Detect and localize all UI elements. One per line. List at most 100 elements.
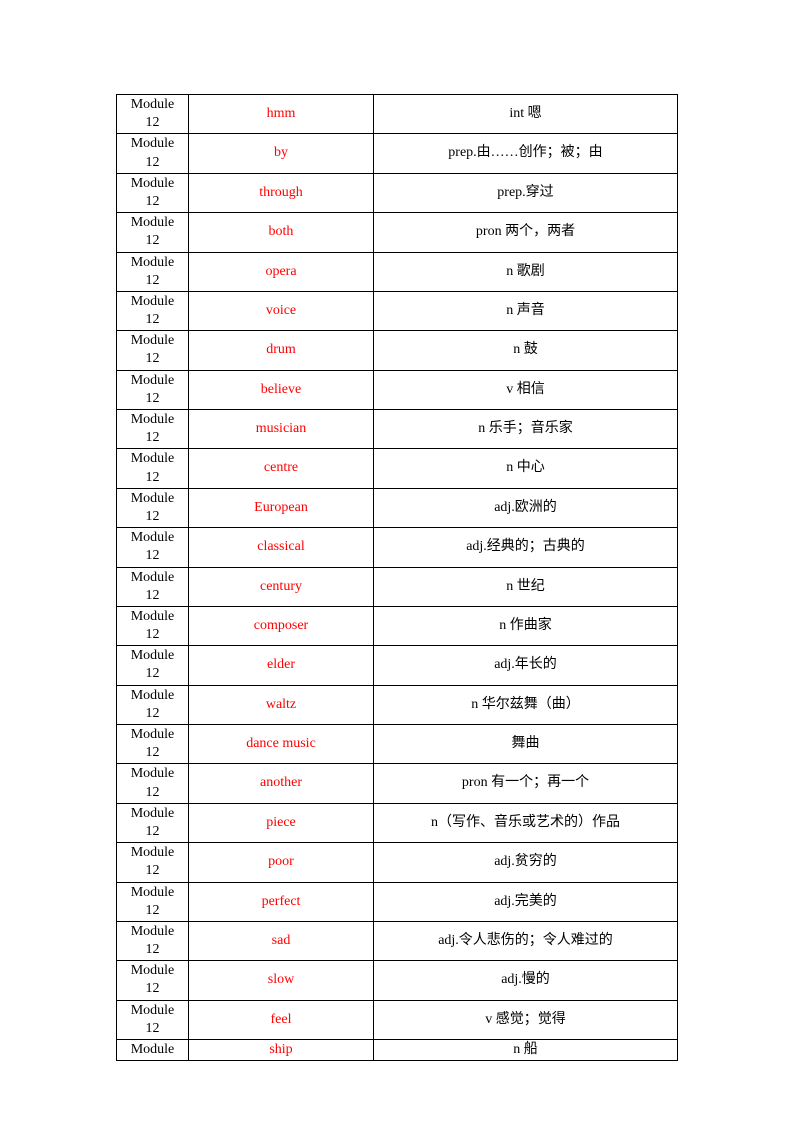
definition-cell: pron 有一个；再一个 (374, 764, 678, 803)
word-cell: century (189, 567, 374, 606)
module-cell: Module12 (117, 921, 189, 960)
definition-cell: v 感觉；觉得 (374, 1000, 678, 1039)
module-cell: Module12 (117, 213, 189, 252)
definition-cell: n 船 (374, 1040, 678, 1061)
word-cell: musician (189, 410, 374, 449)
definition-cell: prep.穿过 (374, 173, 678, 212)
definition-cell: n 乐手；音乐家 (374, 410, 678, 449)
table-row: Module12throughprep.穿过 (117, 173, 678, 212)
word-cell: waltz (189, 685, 374, 724)
definition-cell: adj.欧洲的 (374, 488, 678, 527)
table-row: Module12musiciann 乐手；音乐家 (117, 410, 678, 449)
table-row: Module12bothpron 两个，两者 (117, 213, 678, 252)
word-cell: composer (189, 606, 374, 645)
module-cell: Module12 (117, 370, 189, 409)
table-row: Module12drumn 鼓 (117, 331, 678, 370)
word-cell: through (189, 173, 374, 212)
module-cell: Module12 (117, 606, 189, 645)
table-row: Module12piecen（写作、音乐或艺术的）作品 (117, 803, 678, 842)
module-cell: Module12 (117, 646, 189, 685)
word-cell: classical (189, 528, 374, 567)
module-cell: Module12 (117, 725, 189, 764)
module-cell: Module12 (117, 95, 189, 134)
word-cell: slow (189, 961, 374, 1000)
word-cell: sad (189, 921, 374, 960)
table-row: Module12Europeanadj.欧洲的 (117, 488, 678, 527)
module-cell: Module12 (117, 764, 189, 803)
definition-cell: n 声音 (374, 291, 678, 330)
word-cell: feel (189, 1000, 374, 1039)
definition-cell: adj.令人悲伤的；令人难过的 (374, 921, 678, 960)
vocab-table: Module12hmmint 嗯Module12byprep.由……创作；被；由… (116, 94, 678, 1061)
module-cell: Module (117, 1040, 189, 1061)
word-cell: believe (189, 370, 374, 409)
module-cell: Module12 (117, 843, 189, 882)
table-row: Module12anotherpron 有一个；再一个 (117, 764, 678, 803)
definition-cell: adj.慢的 (374, 961, 678, 1000)
table-row: Module12centren 中心 (117, 449, 678, 488)
word-cell: ship (189, 1040, 374, 1061)
word-cell: piece (189, 803, 374, 842)
definition-cell: n 歌剧 (374, 252, 678, 291)
module-cell: Module12 (117, 252, 189, 291)
table-row: Module12dance music舞曲 (117, 725, 678, 764)
table-row: Module12sadadj.令人悲伤的；令人难过的 (117, 921, 678, 960)
table-row: Module12elderadj.年长的 (117, 646, 678, 685)
module-cell: Module12 (117, 882, 189, 921)
definition-cell: n（写作、音乐或艺术的）作品 (374, 803, 678, 842)
table-row: Moduleshipn 船 (117, 1040, 678, 1061)
page: Module12hmmint 嗯Module12byprep.由……创作；被；由… (0, 0, 794, 1123)
module-cell: Module12 (117, 488, 189, 527)
module-cell: Module12 (117, 685, 189, 724)
table-row: Module12operan 歌剧 (117, 252, 678, 291)
table-row: Module12feelv 感觉；觉得 (117, 1000, 678, 1039)
word-cell: poor (189, 843, 374, 882)
definition-cell: v 相信 (374, 370, 678, 409)
word-cell: hmm (189, 95, 374, 134)
word-cell: perfect (189, 882, 374, 921)
module-cell: Module12 (117, 1000, 189, 1039)
definition-cell: n 鼓 (374, 331, 678, 370)
module-cell: Module12 (117, 528, 189, 567)
word-cell: dance music (189, 725, 374, 764)
definition-cell: 舞曲 (374, 725, 678, 764)
definition-cell: pron 两个，两者 (374, 213, 678, 252)
module-cell: Module12 (117, 291, 189, 330)
definition-cell: adj.贫穷的 (374, 843, 678, 882)
word-cell: opera (189, 252, 374, 291)
definition-cell: adj.年长的 (374, 646, 678, 685)
table-row: Module12byprep.由……创作；被；由 (117, 134, 678, 173)
table-row: Module12pooradj.贫穷的 (117, 843, 678, 882)
table-row: Module12waltzn 华尔兹舞（曲） (117, 685, 678, 724)
table-row: Module12slowadj.慢的 (117, 961, 678, 1000)
definition-cell: prep.由……创作；被；由 (374, 134, 678, 173)
definition-cell: adj.完美的 (374, 882, 678, 921)
table-row: Module12perfectadj.完美的 (117, 882, 678, 921)
definition-cell: n 中心 (374, 449, 678, 488)
table-row: Module12centuryn 世纪 (117, 567, 678, 606)
word-cell: drum (189, 331, 374, 370)
module-cell: Module12 (117, 567, 189, 606)
table-row: Module12hmmint 嗯 (117, 95, 678, 134)
word-cell: both (189, 213, 374, 252)
word-cell: another (189, 764, 374, 803)
module-cell: Module12 (117, 410, 189, 449)
word-cell: elder (189, 646, 374, 685)
word-cell: European (189, 488, 374, 527)
word-cell: by (189, 134, 374, 173)
table-row: Module12believev 相信 (117, 370, 678, 409)
module-cell: Module12 (117, 803, 189, 842)
definition-cell: adj.经典的；古典的 (374, 528, 678, 567)
module-cell: Module12 (117, 961, 189, 1000)
word-cell: voice (189, 291, 374, 330)
module-cell: Module12 (117, 134, 189, 173)
definition-cell: n 作曲家 (374, 606, 678, 645)
module-cell: Module12 (117, 449, 189, 488)
module-cell: Module12 (117, 331, 189, 370)
definition-cell: n 世纪 (374, 567, 678, 606)
table-row: Module12composern 作曲家 (117, 606, 678, 645)
definition-cell: int 嗯 (374, 95, 678, 134)
word-cell: centre (189, 449, 374, 488)
table-row: Module12classicaladj.经典的；古典的 (117, 528, 678, 567)
definition-cell: n 华尔兹舞（曲） (374, 685, 678, 724)
